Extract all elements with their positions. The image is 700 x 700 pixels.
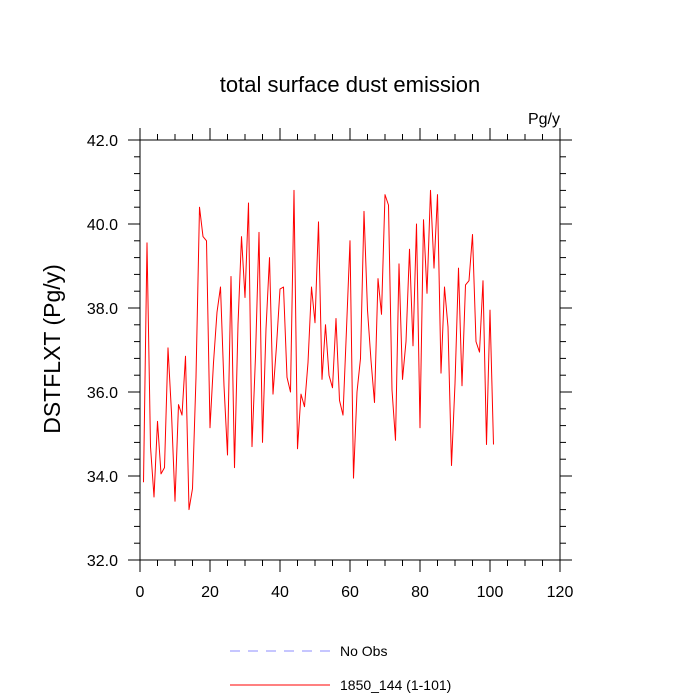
y-tick-label: 38.0 bbox=[87, 301, 118, 318]
legend: No Obs 1850_144 (1-101) bbox=[230, 643, 451, 693]
x-tick-label: 80 bbox=[411, 584, 429, 601]
chart-title: total surface dust emission bbox=[220, 72, 480, 97]
plot-frame bbox=[139, 139, 561, 561]
axes: 0 20 40 60 80 100 120 32.0 34.0 36.0 38.0 40.0 42.0 bbox=[87, 128, 574, 601]
y-axis-label: DSTFLXT (Pg/y) bbox=[39, 264, 65, 434]
legend-label-1850-144: 1850_144 (1-101) bbox=[340, 677, 451, 693]
x-tick-label: 120 bbox=[547, 584, 574, 601]
plot-series bbox=[143, 189, 494, 511]
series-line bbox=[143, 189, 494, 511]
x-tick-label: 40 bbox=[271, 584, 289, 601]
legend-label-no-obs: No Obs bbox=[340, 643, 387, 659]
y-tick-label: 34.0 bbox=[87, 469, 118, 486]
y-tick-label: 40.0 bbox=[87, 217, 118, 234]
y-tick-label: 36.0 bbox=[87, 385, 118, 402]
units-label: Pg/y bbox=[528, 111, 560, 128]
x-tick-label: 20 bbox=[201, 584, 219, 601]
y-tick-label: 32.0 bbox=[87, 553, 118, 570]
y-tick-label: 42.0 bbox=[87, 133, 118, 150]
x-tick-label: 0 bbox=[136, 584, 145, 601]
x-tick-label: 60 bbox=[341, 584, 359, 601]
x-tick-label: 100 bbox=[477, 584, 504, 601]
